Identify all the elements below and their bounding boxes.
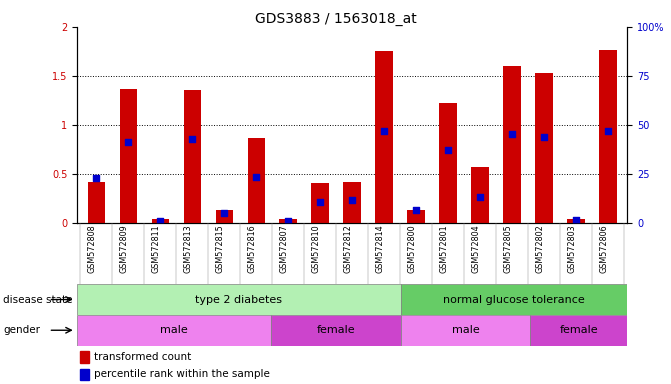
Bar — [77, 315, 271, 346]
Text: GSM572800: GSM572800 — [407, 224, 416, 273]
Text: GSM572807: GSM572807 — [279, 224, 289, 273]
Bar — [184, 89, 201, 223]
Text: male: male — [452, 325, 480, 335]
Text: percentile rank within the sample: percentile rank within the sample — [94, 369, 270, 379]
Bar — [535, 73, 553, 223]
Text: female: female — [560, 325, 598, 335]
Text: GSM572804: GSM572804 — [471, 224, 480, 273]
Bar — [271, 315, 401, 346]
Text: GSM572815: GSM572815 — [215, 224, 224, 273]
Text: GSM572809: GSM572809 — [119, 224, 128, 273]
Bar — [401, 284, 627, 315]
Bar — [87, 182, 105, 223]
Point — [347, 197, 358, 203]
Bar — [280, 219, 297, 223]
Point — [219, 210, 229, 216]
Bar — [119, 89, 137, 223]
Point — [251, 174, 262, 180]
Text: GSM572811: GSM572811 — [152, 224, 160, 273]
Bar — [407, 210, 425, 223]
Text: GDS3883 / 1563018_at: GDS3883 / 1563018_at — [254, 12, 417, 25]
Text: GSM572806: GSM572806 — [599, 224, 608, 273]
Text: GSM572801: GSM572801 — [440, 224, 448, 273]
Point — [91, 175, 102, 181]
Point — [443, 147, 454, 153]
Text: GSM572814: GSM572814 — [375, 224, 384, 273]
Text: type 2 diabetes: type 2 diabetes — [195, 295, 282, 305]
Bar — [472, 167, 489, 223]
Point — [187, 136, 198, 142]
Text: male: male — [160, 325, 188, 335]
Text: GSM572812: GSM572812 — [344, 224, 352, 273]
Text: GSM572808: GSM572808 — [87, 224, 97, 273]
Bar — [77, 284, 401, 315]
Text: normal glucose tolerance: normal glucose tolerance — [444, 295, 585, 305]
Text: GSM572813: GSM572813 — [183, 224, 193, 273]
Bar — [152, 219, 169, 223]
Text: transformed count: transformed count — [94, 352, 191, 362]
Bar — [81, 369, 89, 380]
Point — [315, 199, 325, 205]
Point — [539, 134, 550, 140]
Bar — [344, 182, 361, 223]
Point — [379, 127, 390, 134]
Text: GSM572810: GSM572810 — [311, 224, 320, 273]
Point — [475, 194, 486, 200]
Text: disease state: disease state — [3, 295, 73, 305]
Text: GSM572803: GSM572803 — [567, 224, 576, 273]
Point — [507, 131, 517, 137]
Bar — [215, 210, 233, 223]
Bar — [568, 219, 585, 223]
Bar — [401, 315, 530, 346]
Text: female: female — [317, 325, 356, 335]
Point — [283, 218, 294, 224]
Bar — [81, 351, 89, 363]
Point — [603, 127, 613, 134]
Bar — [248, 137, 265, 223]
Bar — [440, 103, 457, 223]
Bar — [376, 51, 393, 223]
Point — [571, 217, 582, 223]
Text: gender: gender — [3, 325, 40, 335]
Point — [123, 139, 134, 146]
Text: GSM572802: GSM572802 — [535, 224, 544, 273]
Bar — [311, 182, 329, 223]
Point — [411, 207, 421, 213]
Bar — [530, 315, 627, 346]
Bar — [599, 50, 617, 223]
Text: GSM572816: GSM572816 — [248, 224, 256, 273]
Text: GSM572805: GSM572805 — [503, 224, 512, 273]
Bar — [503, 66, 521, 223]
Point — [155, 218, 166, 224]
